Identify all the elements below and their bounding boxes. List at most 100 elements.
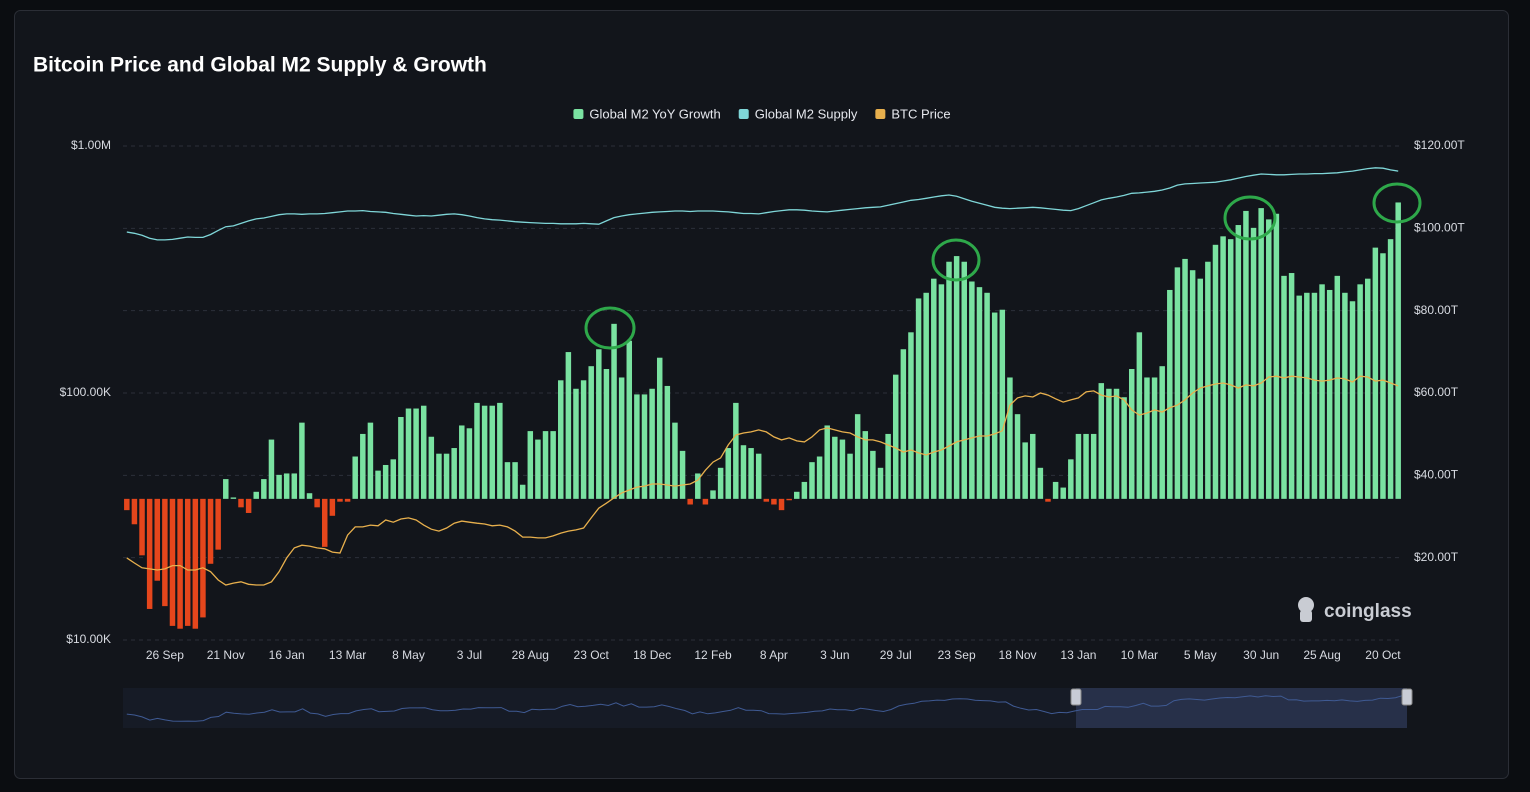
- legend-swatch: [573, 109, 584, 119]
- bar: [984, 292, 990, 499]
- bar: [1281, 275, 1287, 499]
- bar: [763, 498, 770, 502]
- bar: [588, 366, 594, 499]
- bar: [748, 448, 754, 499]
- bar: [1182, 258, 1188, 499]
- bar: [915, 298, 922, 499]
- bar: [733, 402, 739, 499]
- x-tick-label: 18 Dec: [633, 648, 671, 662]
- bar: [504, 462, 511, 499]
- bar: [771, 498, 777, 505]
- bar: [778, 498, 785, 511]
- y2-tick-label: $120.00T: [1414, 138, 1465, 152]
- bar: [1227, 239, 1234, 499]
- bar: [839, 439, 846, 499]
- bar: [1288, 273, 1295, 499]
- highlight-circle: [931, 238, 981, 282]
- line: [126, 167, 1399, 241]
- x-tick-label: 13 Mar: [329, 648, 366, 662]
- x-tick-label: 18 Nov: [999, 648, 1037, 662]
- bar: [1235, 225, 1242, 499]
- bar: [702, 498, 709, 505]
- bar: [322, 498, 328, 547]
- bar: [1030, 433, 1036, 499]
- watermark: coinglass: [1298, 597, 1412, 622]
- x-tick-label: 12 Feb: [694, 648, 732, 662]
- bar: [611, 323, 617, 499]
- bar: [238, 498, 244, 508]
- bar: [1075, 433, 1082, 499]
- bar: [184, 498, 191, 626]
- x-tick-label: 28 Aug: [512, 648, 549, 662]
- bar: [801, 481, 808, 499]
- bar: [1052, 481, 1059, 499]
- bar: [542, 431, 549, 499]
- x-tick-label: 13 Jan: [1060, 648, 1096, 662]
- bar: [466, 428, 473, 499]
- x-tick-label: 29 Jul: [880, 648, 912, 662]
- x-tick-label: 23 Oct: [574, 648, 610, 662]
- bar: [1334, 275, 1341, 499]
- y2-tick-label: $80.00T: [1414, 303, 1459, 317]
- bar: [1174, 267, 1181, 499]
- x-tick-label: 8 May: [392, 648, 425, 662]
- watermark-icon: [1300, 610, 1312, 622]
- bar: [725, 448, 731, 499]
- bar: [832, 436, 838, 499]
- bar: [961, 261, 967, 499]
- navigator-handle[interactable]: [1401, 688, 1413, 706]
- bar: [474, 402, 480, 499]
- bar: [1296, 295, 1302, 499]
- navigator-handle[interactable]: [1070, 688, 1082, 706]
- bar: [1349, 301, 1356, 499]
- bar: [565, 352, 572, 499]
- bar: [1144, 377, 1150, 499]
- bar: [436, 453, 442, 499]
- y2-tick-label: $40.00T: [1414, 468, 1459, 482]
- navigator-selection[interactable]: [1076, 688, 1407, 728]
- bar: [664, 385, 671, 499]
- bar: [519, 484, 526, 499]
- legend-swatch: [738, 109, 749, 119]
- bar: [1258, 208, 1264, 499]
- x-tick-label: 3 Jul: [457, 648, 482, 662]
- bar: [908, 332, 914, 499]
- bar: [558, 380, 564, 499]
- x-tick-label: 3 Jun: [820, 648, 849, 662]
- y2-tick-label: $20.00T: [1414, 550, 1459, 564]
- bar: [512, 462, 518, 499]
- bar: [695, 473, 701, 499]
- bar: [245, 498, 252, 513]
- bar: [489, 405, 495, 499]
- bar: [931, 278, 937, 499]
- chart-title: Bitcoin Price and Global M2 Supply & Gro…: [33, 54, 487, 77]
- x-tick-label: 5 May: [1184, 648, 1217, 662]
- bar: [953, 256, 960, 499]
- bar: [740, 445, 747, 499]
- y-tick-label: $100.00K: [60, 385, 111, 399]
- bar: [306, 493, 313, 499]
- bar: [603, 369, 610, 499]
- navigator[interactable]: [123, 688, 1413, 728]
- x-tick-label: 25 Aug: [1303, 648, 1340, 662]
- bar: [854, 414, 861, 499]
- bar: [1380, 253, 1386, 499]
- bar: [352, 456, 358, 499]
- bar: [390, 459, 397, 499]
- bar: [124, 498, 130, 511]
- x-tick-label: 21 Nov: [207, 648, 245, 662]
- bar: [816, 456, 823, 499]
- bar: [1220, 236, 1226, 499]
- bar: [1266, 219, 1272, 499]
- bar: [382, 464, 389, 499]
- bar: [207, 498, 214, 564]
- bar: [451, 448, 457, 499]
- bar: [870, 450, 876, 499]
- plot: $10.00K $100.00K $1.00M $20.00T $40.00T $60.0…: [60, 138, 1466, 662]
- legend-label: BTC Price: [891, 106, 950, 121]
- bar: [1014, 414, 1021, 499]
- legend: Global M2 YoY Growth Global M2 Supply BTC …: [573, 106, 951, 121]
- bar: [1045, 498, 1051, 502]
